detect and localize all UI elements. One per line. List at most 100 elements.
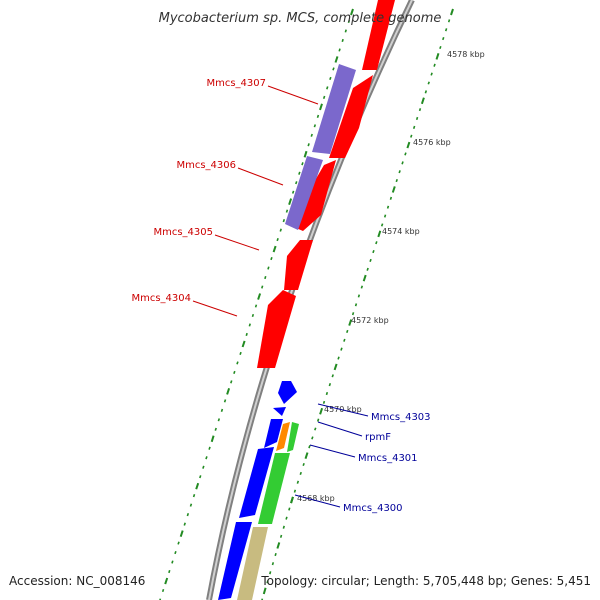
minor-tick — [340, 347, 343, 351]
map-title: Mycobacterium sp. MCS, complete genome — [159, 11, 442, 26]
leader-line — [309, 444, 356, 458]
minor-tick — [267, 266, 270, 270]
minor-tick — [347, 19, 351, 24]
gene-label-mmcs-4303[interactable]: Mmcs_4303 — [371, 412, 431, 423]
minor-tick — [189, 503, 193, 507]
major-tick — [262, 587, 267, 595]
minor-tick — [202, 465, 205, 469]
minor-tick — [329, 76, 332, 80]
gene-arrow-red — [362, 0, 395, 70]
minor-tick — [183, 522, 186, 526]
minor-tick — [354, 303, 358, 307]
major-tick — [210, 435, 215, 443]
minor-tick — [383, 214, 387, 218]
gene-block-purple — [285, 156, 323, 230]
minor-tick — [192, 494, 196, 498]
major-tick — [195, 482, 200, 490]
minor-tick — [380, 223, 384, 227]
major-tick — [290, 496, 294, 504]
minor-tick — [351, 312, 355, 316]
gene-arrow-blue — [273, 407, 286, 416]
minor-tick — [174, 550, 177, 555]
major-tick — [241, 340, 246, 348]
minor-tick — [220, 408, 224, 412]
minor-tick — [285, 209, 289, 213]
minor-tick — [314, 427, 317, 431]
major-tick — [319, 103, 323, 111]
minor-tick — [261, 285, 264, 289]
minor-tick — [271, 562, 275, 566]
kbp-label: 4568 kbp — [297, 494, 335, 503]
gene-arrow-blue — [218, 522, 252, 600]
minor-tick — [299, 471, 302, 475]
minor-tick — [346, 329, 349, 333]
minor-tick — [447, 19, 451, 23]
gene-label-mmcs-4307[interactable]: Mmcs_4307 — [206, 78, 266, 89]
minor-tick — [375, 241, 378, 245]
minor-tick — [264, 275, 267, 280]
inner-tick-track — [159, 8, 354, 600]
gene-arrow-orange — [276, 422, 290, 451]
gene-label-mmcs-4306[interactable]: Mmcs_4306 — [176, 160, 236, 171]
minor-tick — [199, 475, 202, 479]
major-tick — [450, 8, 454, 16]
gene-label-mmcs-4300[interactable]: Mmcs_4300 — [343, 503, 403, 514]
leader-line — [317, 403, 369, 417]
minor-tick — [332, 67, 335, 71]
major-tick — [303, 150, 308, 158]
minor-tick — [171, 560, 174, 564]
major-tick — [348, 319, 353, 326]
gene-arrow-red — [329, 75, 373, 158]
minor-tick — [322, 95, 326, 99]
gene-arrow-green — [287, 422, 299, 452]
gene-block-purple — [312, 64, 356, 154]
gene-label-mmcs-4305[interactable]: Mmcs_4305 — [153, 227, 213, 238]
major-tick — [257, 293, 262, 300]
major-tick — [276, 542, 281, 549]
minor-tick — [274, 552, 277, 557]
major-tick — [288, 198, 293, 206]
major-tick — [391, 186, 396, 193]
major-tick — [319, 407, 324, 415]
minor-tick — [239, 351, 242, 356]
gene-label-mmcs-4301[interactable]: Mmcs_4301 — [358, 453, 418, 464]
minor-tick — [285, 516, 288, 520]
major-tick — [350, 8, 354, 16]
minor-tick — [328, 383, 332, 387]
minor-tick — [302, 462, 305, 467]
minor-tick — [301, 162, 304, 166]
minor-tick — [282, 219, 286, 223]
leader-line — [267, 85, 319, 105]
minor-tick — [251, 313, 255, 318]
gene-block-khaki — [237, 527, 268, 600]
kbp-label: 4578 kbp — [447, 50, 485, 59]
minor-tick — [298, 171, 301, 175]
gene-label-mmcs-4304[interactable]: Mmcs_4304 — [131, 293, 191, 304]
forward-genes — [218, 381, 299, 600]
minor-tick — [217, 418, 221, 422]
major-tick — [377, 230, 382, 238]
minor-tick — [360, 285, 364, 289]
minor-tick — [208, 446, 211, 450]
major-tick — [226, 387, 231, 395]
minor-tick — [291, 190, 295, 194]
gene-label-rpmF[interactable]: rpmF — [365, 432, 391, 443]
major-tick — [179, 530, 184, 538]
minor-tick — [233, 370, 236, 374]
minor-tick — [395, 179, 398, 183]
gene-arrow-blue — [239, 447, 274, 518]
minor-tick — [341, 38, 344, 43]
minor-tick — [295, 181, 298, 185]
minor-tick — [316, 418, 320, 422]
major-tick — [406, 141, 411, 149]
leader-line — [192, 300, 238, 317]
minor-tick — [325, 391, 329, 396]
minor-tick — [308, 445, 311, 449]
minor-tick — [288, 507, 291, 511]
minor-tick — [442, 37, 445, 41]
minor-tick — [159, 598, 162, 600]
major-tick — [304, 452, 309, 460]
major-tick — [420, 97, 425, 105]
minor-tick — [186, 513, 190, 517]
gene-arrow-red — [284, 240, 313, 290]
